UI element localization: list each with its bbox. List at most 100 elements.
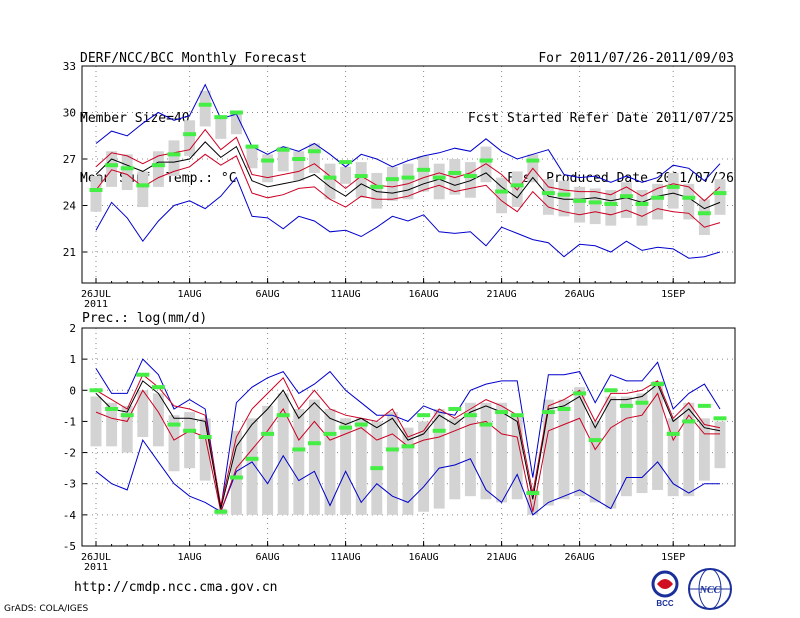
prec-member-box: [527, 489, 539, 515]
temp-plot-frame: [81, 65, 736, 284]
prec-member-box: [464, 402, 476, 497]
temp-median-tick: [370, 184, 384, 189]
prec-member-box: [121, 405, 133, 453]
prec-y-tick-label: 2: [69, 322, 76, 335]
prec-member-box: [90, 396, 102, 447]
prec-panel-title: Prec.: log(mm/d): [82, 311, 207, 326]
bcc-logo-text: BCC: [656, 599, 674, 608]
temp-median-tick: [307, 149, 321, 154]
temp-member-box: [652, 183, 664, 220]
temp-median-tick: [354, 174, 368, 179]
temp-member-box: [605, 190, 617, 226]
temp-x-tick-label: 1AUG: [178, 289, 202, 300]
temp-member-box: [574, 186, 586, 223]
prec-median-tick: [619, 403, 633, 408]
temp-member-box: [293, 151, 305, 181]
prec-member-box: [418, 421, 430, 512]
temp-member-box: [340, 166, 352, 184]
temp-x-tick-label: 1SEP: [661, 289, 685, 300]
prec-member-box: [714, 421, 726, 469]
temp-member-box: [449, 159, 461, 195]
prec-median-tick: [526, 491, 540, 496]
prec-member-box: [293, 408, 305, 515]
prec-member-box: [137, 390, 149, 437]
temp-median-tick: [401, 175, 415, 180]
temp-median-tick: [385, 177, 399, 182]
temp-median-tick: [276, 147, 290, 152]
temp-median-tick: [136, 183, 150, 188]
temp-x-tick-label: 6AUG: [256, 289, 280, 300]
temp-member-box: [714, 179, 726, 215]
prec-min-line: [95, 438, 720, 516]
prec-y-tick-label: -5: [63, 540, 76, 553]
forecast-started-date: Fcst Started Refer Date 2011/07/25: [467, 111, 734, 126]
prec-median-tick: [604, 388, 618, 393]
prec-x-tick-label: 26AUG: [565, 552, 595, 563]
prec-year-label: 2011: [84, 562, 108, 573]
temp-median-tick: [261, 158, 275, 163]
temp-member-box: [277, 146, 289, 172]
prec-member-box: [230, 430, 242, 515]
temp-median-tick: [120, 166, 134, 171]
temp-member-box: [636, 190, 648, 226]
prec-member-box: [605, 396, 617, 509]
temp-member-box: [152, 151, 164, 187]
prec-median-tick: [697, 403, 711, 408]
prec-member-box: [589, 421, 601, 503]
temp-median-tick: [635, 201, 649, 206]
forecast-period: For 2011/07/26-2011/09/03: [538, 51, 734, 66]
temp-member-box: [386, 166, 398, 201]
temp-year-label: 2011: [84, 299, 108, 310]
prec-median-tick: [588, 438, 602, 443]
prec-median-tick: [401, 444, 415, 449]
prec-y-tick-label: 1: [69, 353, 76, 366]
temp-member-box: [698, 199, 710, 235]
prec-median-tick: [448, 406, 462, 411]
prec-median-tick: [323, 431, 337, 436]
ncc-logo-text: NCC: [699, 585, 721, 596]
source-url[interactable]: http://cmdp.ncc.cma.gov.cn: [74, 580, 278, 595]
temp-median-tick: [666, 184, 680, 189]
prec-member-box: [184, 412, 196, 469]
temp-member-box: [168, 140, 180, 177]
temp-median-tick: [245, 144, 259, 149]
prec-member-box: [199, 418, 211, 481]
prec-member-box: [386, 412, 398, 515]
prec-member-box: [340, 418, 352, 515]
temp-median-tick: [682, 195, 696, 200]
prec-median-tick: [635, 400, 649, 405]
temp-median-tick: [105, 163, 119, 168]
prec-median-tick: [713, 416, 727, 421]
prec-median-tick: [167, 422, 181, 427]
temp-median-tick: [619, 194, 633, 199]
prec-median-tick: [479, 422, 493, 427]
temp-member-box: [308, 143, 320, 173]
prec-member-box: [277, 393, 289, 515]
prec-median-tick: [105, 406, 119, 411]
prec-median-tick: [276, 413, 290, 418]
prec-member-box: [683, 402, 695, 497]
temp-ensemble-mean-line: [95, 141, 721, 210]
prec-median-tick: [214, 509, 228, 514]
temp-median-tick: [588, 200, 602, 205]
prec-median-tick: [495, 410, 509, 415]
prec-median-tick: [198, 435, 212, 439]
temp-member-box: [480, 146, 492, 183]
prec-x-tick-label: 11AUG: [331, 552, 361, 563]
prec-median-tick: [120, 413, 134, 418]
temp-member-box: [215, 118, 227, 139]
prec-x-tick-label: 1AUG: [178, 552, 202, 563]
prec-member-box: [652, 380, 664, 490]
prec-x-tick-label: 16AUG: [409, 552, 439, 563]
grads-credit: GrADS: COLA/IGES: [4, 604, 89, 614]
prec-median-tick: [385, 447, 399, 452]
prec-median-tick: [541, 410, 555, 415]
temp-member-box: [402, 163, 414, 200]
prec-member-box: [246, 418, 258, 515]
temp-median-tick: [292, 157, 306, 161]
temp-member-box: [106, 151, 118, 187]
temp-member-box: [246, 146, 258, 169]
prec-member-box: [558, 399, 570, 500]
